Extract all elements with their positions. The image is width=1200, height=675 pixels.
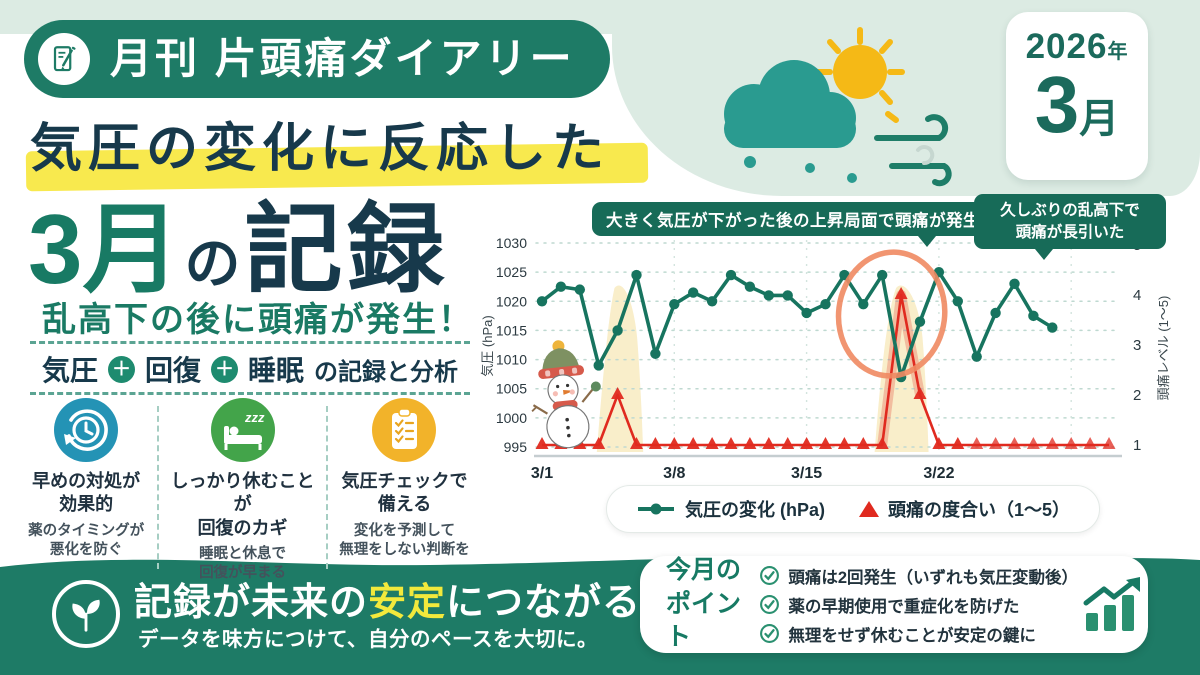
points-list: 頭痛は2回発生（いずれも気圧変動後） 薬の早期使用で重症化を防げた 無理をせず休… bbox=[759, 564, 1078, 646]
svg-text:zzz: zzz bbox=[244, 410, 265, 425]
checklist-icon bbox=[372, 398, 437, 462]
pressure-headache-chart: 103010251020101510101005100099554321気圧 (… bbox=[480, 235, 1171, 482]
title-month: 3月 bbox=[28, 194, 181, 304]
legend-headache: 頭痛の度合い（1～5） bbox=[858, 496, 1070, 522]
wind-icon bbox=[874, 114, 952, 187]
newsletter-title: 月刊 片頭痛ダイアリー bbox=[110, 35, 575, 82]
svg-text:気圧 (hPa): 気圧 (hPa) bbox=[480, 315, 495, 376]
svg-text:4: 4 bbox=[1133, 287, 1141, 304]
svg-text:頭痛レベル (1～5): 頭痛レベル (1～5) bbox=[1156, 296, 1171, 401]
svg-text:2: 2 bbox=[1133, 387, 1141, 404]
tag-suffix: の記録と分析 bbox=[314, 358, 459, 386]
svg-text:3/22: 3/22 bbox=[923, 465, 954, 482]
check-circle-icon bbox=[760, 566, 780, 585]
feature-desc: 睡眠と休息で bbox=[199, 546, 287, 563]
rain-dots bbox=[744, 156, 857, 183]
svg-text:1005: 1005 bbox=[496, 381, 527, 397]
footer-subheading: データを味方につけて、自分のペースを大切に。 bbox=[138, 628, 598, 651]
legend-pressure: 気圧の変化 (hPa) bbox=[636, 496, 825, 522]
svg-text:1000: 1000 bbox=[496, 410, 527, 426]
title-particle: の bbox=[184, 232, 241, 295]
memo-pencil-icon bbox=[38, 33, 90, 85]
svg-text:1025: 1025 bbox=[496, 264, 527, 280]
weather-illustration bbox=[724, 27, 952, 187]
feature-title: しっかり休むことが bbox=[170, 471, 315, 515]
header-badge: 月刊 片頭痛ダイアリー bbox=[24, 20, 610, 98]
feature-title: 気圧チェックで bbox=[341, 471, 468, 491]
feature-desc: 変化を予測して bbox=[353, 522, 455, 539]
line-dot-marker bbox=[637, 503, 674, 515]
list-item: 頭痛は2回発生（いずれも気圧変動後） bbox=[759, 564, 1078, 588]
dashed-divider-top bbox=[30, 341, 470, 344]
tag-sleep: 睡眠 bbox=[248, 355, 305, 386]
feature-early-action: 早めの対処が 効果的 薬のタイミングが 悪化を防ぐ bbox=[14, 398, 160, 583]
plus-icon: ＋ bbox=[211, 355, 238, 383]
wind-swirl-faint bbox=[916, 145, 935, 166]
chart-callout-secondary: 久しぶりの乱高下で 頭痛が長引いた bbox=[974, 194, 1166, 261]
date-card: 2026年 3月 bbox=[1006, 12, 1148, 180]
svg-text:1010: 1010 bbox=[496, 352, 527, 368]
list-item: 無理をせず休むことが安定の鍵に bbox=[759, 622, 1078, 646]
feature-rest: zzz しっかり休むことが 回復のカギ 睡眠と休息で 回復が早まる bbox=[158, 398, 328, 583]
tag-row: 気圧 ＋ 回復 ＋ 睡眠 の記録と分析 bbox=[30, 350, 470, 388]
dashed-divider-bottom bbox=[30, 392, 470, 395]
svg-text:1030: 1030 bbox=[496, 235, 527, 251]
snowman-illustration bbox=[531, 340, 601, 449]
check-circle-icon bbox=[760, 624, 780, 643]
feature-title: 早めの対処が bbox=[32, 471, 141, 491]
svg-text:3/15: 3/15 bbox=[791, 465, 822, 482]
tag-pressure: 気圧 bbox=[41, 355, 98, 386]
chart-layer: 103010251020101510101005100099554321気圧 (… bbox=[480, 235, 1171, 482]
footer-heading-highlight: 安定 bbox=[368, 582, 447, 624]
svg-text:1015: 1015 bbox=[496, 322, 527, 338]
feature-desc: 薬のタイミングが bbox=[28, 522, 145, 539]
points-card-title: 今月の ポイント bbox=[666, 555, 742, 652]
check-circle-icon bbox=[760, 595, 780, 614]
month-label: 3月 bbox=[1034, 60, 1120, 149]
sleep-bed-icon: zzz bbox=[210, 398, 275, 462]
svg-text:1020: 1020 bbox=[496, 293, 527, 309]
svg-text:995: 995 bbox=[504, 439, 528, 455]
svg-text:3: 3 bbox=[1133, 337, 1141, 354]
subtitle: 乱高下の後に頭痛が発生！ bbox=[42, 301, 474, 339]
feature-pressure-check: 気圧チェックで 備える 変化を予測して 無理をしない判断を bbox=[327, 398, 482, 583]
monthly-points-card: 今月の ポイント 頭痛は2回発生（いずれも気圧変動後） 薬の早期使用で重症化を防げ… bbox=[640, 556, 1148, 653]
sprout-icon bbox=[52, 580, 120, 648]
cloud-icon bbox=[724, 60, 856, 148]
growth-chart-icon bbox=[1078, 576, 1148, 633]
chart-legend: 気圧の変化 (hPa) 頭痛の度合い（1～5） bbox=[606, 485, 1100, 533]
svg-text:3/1: 3/1 bbox=[531, 465, 553, 482]
sun-icon bbox=[815, 27, 905, 123]
footer-heading: 記録が未来の安定につながる bbox=[134, 582, 642, 624]
plus-icon: ＋ bbox=[107, 355, 135, 383]
main-title-line2: 3月 の 記録 bbox=[28, 170, 449, 312]
clock-history-icon bbox=[54, 398, 119, 462]
year-label: 2026年 bbox=[1025, 27, 1129, 66]
feature-cards: 早めの対処が 効果的 薬のタイミングが 悪化を防ぐ zzz しっかり休むことが 回復の… bbox=[14, 398, 482, 583]
svg-text:3/8: 3/8 bbox=[663, 465, 685, 482]
chart-area: 大きく気圧が下がった後の上昇局面で頭痛が発生 久しぶりの乱高下で 頭痛が長引いた … bbox=[480, 192, 1194, 540]
list-item: 薬の早期使用で重症化を防げた bbox=[759, 593, 1078, 617]
tag-recovery: 回復 bbox=[144, 355, 201, 386]
svg-text:1: 1 bbox=[1133, 437, 1141, 454]
chart-callout-main: 大きく気圧が下がった後の上昇局面で頭痛が発生 bbox=[592, 202, 994, 247]
title-record: 記録 bbox=[244, 194, 449, 304]
main-title-line1: 気圧の変化に反応した bbox=[30, 120, 611, 178]
triangle-marker bbox=[858, 501, 879, 517]
